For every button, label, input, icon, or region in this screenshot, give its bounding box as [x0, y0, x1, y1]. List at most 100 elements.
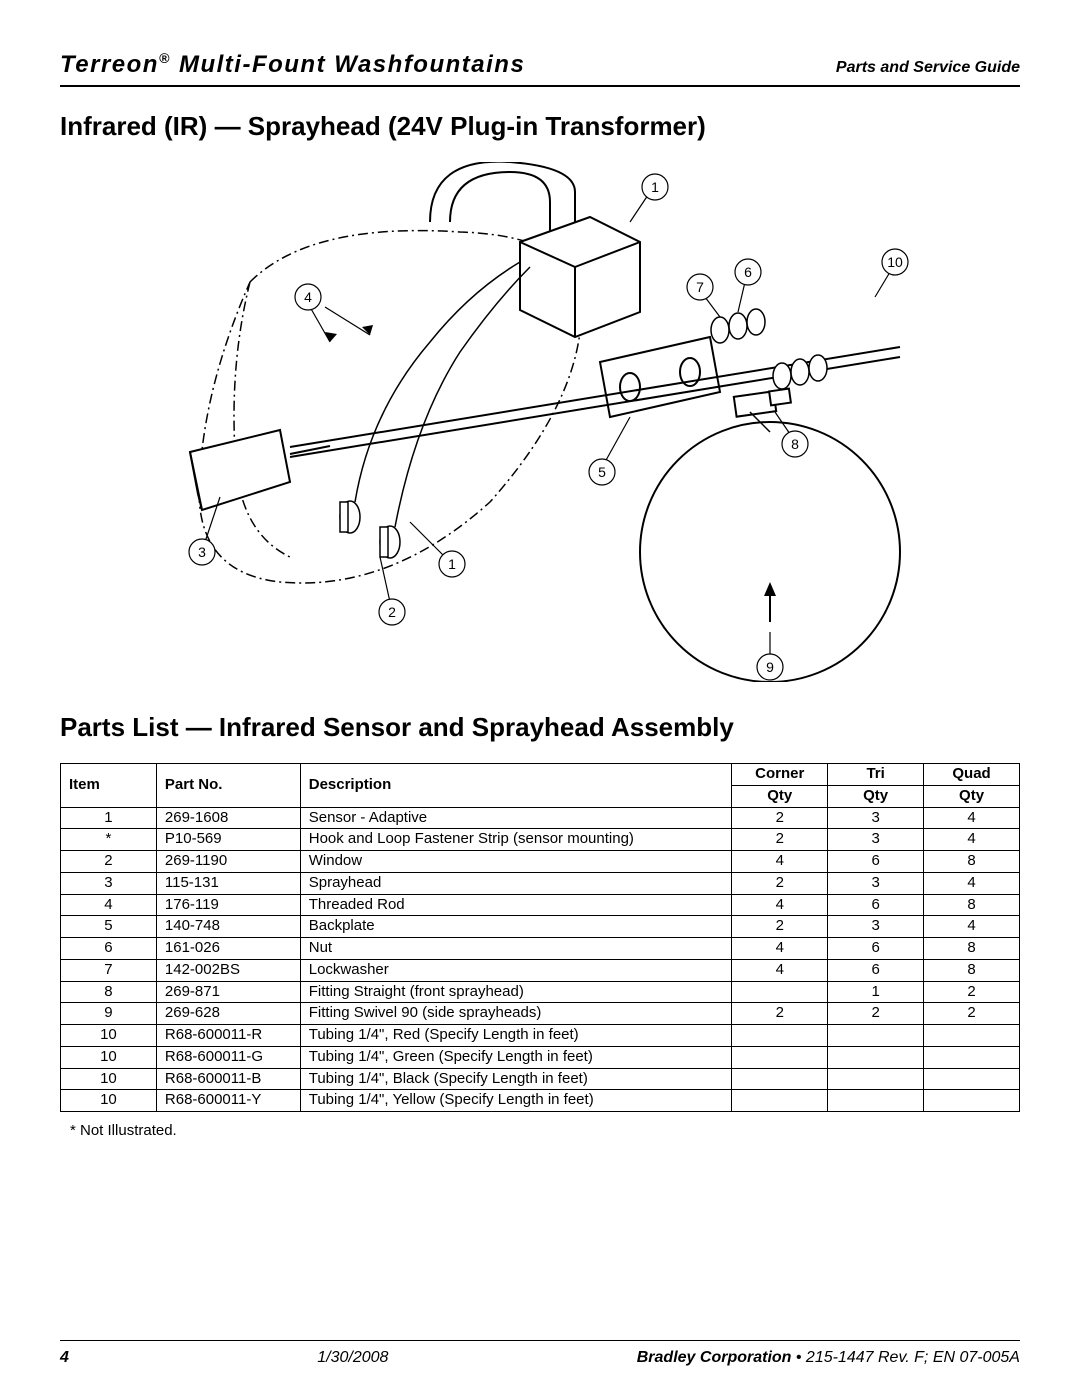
cell-desc: Threaded Rod	[300, 894, 732, 916]
cell-corner: 2	[732, 829, 828, 851]
cell-quad: 2	[924, 981, 1020, 1003]
cell-corner	[732, 981, 828, 1003]
header: Terreon® Multi-Fount Washfountains Parts…	[60, 50, 1020, 87]
diagram-svg: 1 10 6 7 4	[130, 162, 950, 682]
svg-text:6: 6	[744, 264, 752, 280]
cell-quad: 4	[924, 872, 1020, 894]
table-row: 7142-002BSLockwasher468	[61, 959, 1020, 981]
cell-quad: 8	[924, 851, 1020, 873]
header-product-title: Terreon® Multi-Fount Washfountains	[60, 50, 525, 79]
table-row: 4176-119Threaded Rod468	[61, 894, 1020, 916]
cell-part: R68-600011-R	[156, 1025, 300, 1047]
svg-text:2: 2	[388, 604, 396, 620]
cell-quad	[924, 1025, 1020, 1047]
cell-desc: Nut	[300, 938, 732, 960]
cell-quad: 4	[924, 829, 1020, 851]
registered-icon: ®	[159, 50, 171, 66]
header-product-suffix: Multi-Fount Washfountains	[171, 51, 526, 78]
cell-tri	[828, 1090, 924, 1112]
parts-table: Item Part No. Description Corner Tri Qua…	[60, 763, 1020, 1112]
cell-corner: 4	[732, 959, 828, 981]
table-row: *P10-569Hook and Loop Fastener Strip (se…	[61, 829, 1020, 851]
table-row: 10R68-600011-GTubing 1/4", Green (Specif…	[61, 1046, 1020, 1068]
cell-corner: 4	[732, 894, 828, 916]
exploded-diagram: 1 10 6 7 4	[60, 162, 1020, 682]
section-heading-parts-list: Parts List — Infrared Sensor and Sprayhe…	[60, 712, 1020, 743]
col-header-description: Description	[300, 764, 732, 808]
col-header-partno: Part No.	[156, 764, 300, 808]
col-group-tri: Tri	[828, 764, 924, 786]
cell-quad	[924, 1068, 1020, 1090]
cell-item: 10	[61, 1025, 157, 1047]
parts-table-head: Item Part No. Description Corner Tri Qua…	[61, 764, 1020, 808]
table-row: 10R68-600011-BTubing 1/4", Black (Specif…	[61, 1068, 1020, 1090]
cell-item: 5	[61, 916, 157, 938]
cell-part: R68-600011-B	[156, 1068, 300, 1090]
cell-tri	[828, 1025, 924, 1047]
cell-corner	[732, 1068, 828, 1090]
cell-desc: Fitting Swivel 90 (side sprayheads)	[300, 1003, 732, 1025]
cell-part: 269-628	[156, 1003, 300, 1025]
col-group-corner: Corner	[732, 764, 828, 786]
cell-corner: 2	[732, 1003, 828, 1025]
cell-tri: 3	[828, 916, 924, 938]
table-row: 1269-1608Sensor - Adaptive234	[61, 807, 1020, 829]
cell-desc: Tubing 1/4", Red (Specify Length in feet…	[300, 1025, 732, 1047]
cell-corner: 4	[732, 938, 828, 960]
cell-part: P10-569	[156, 829, 300, 851]
svg-text:9: 9	[766, 659, 774, 675]
cell-tri: 6	[828, 894, 924, 916]
cell-quad: 8	[924, 938, 1020, 960]
footer-page-number: 4	[60, 1349, 69, 1367]
cell-item: 10	[61, 1090, 157, 1112]
col-header-item: Item	[61, 764, 157, 808]
cell-quad: 4	[924, 807, 1020, 829]
table-row: 10R68-600011-RTubing 1/4", Red (Specify …	[61, 1025, 1020, 1047]
col-header-qty-quad: Qty	[924, 785, 1020, 807]
cell-tri: 6	[828, 851, 924, 873]
cell-item: 8	[61, 981, 157, 1003]
svg-text:7: 7	[696, 279, 704, 295]
footer-date: 1/30/2008	[317, 1349, 388, 1367]
cell-tri: 6	[828, 938, 924, 960]
cell-desc: Sensor - Adaptive	[300, 807, 732, 829]
cell-part: 176-119	[156, 894, 300, 916]
cell-corner: 2	[732, 916, 828, 938]
cell-tri: 3	[828, 829, 924, 851]
col-group-quad: Quad	[924, 764, 1020, 786]
cell-part: 161-026	[156, 938, 300, 960]
cell-corner: 4	[732, 851, 828, 873]
cell-corner	[732, 1025, 828, 1047]
cell-quad	[924, 1046, 1020, 1068]
cell-desc: Sprayhead	[300, 872, 732, 894]
cell-corner	[732, 1046, 828, 1068]
cell-item: 10	[61, 1068, 157, 1090]
footer: 4 1/30/2008 Bradley Corporation • 215-14…	[60, 1340, 1020, 1367]
cell-item: 10	[61, 1046, 157, 1068]
table-row: 9269-628Fitting Swivel 90 (side sprayhea…	[61, 1003, 1020, 1025]
cell-corner	[732, 1090, 828, 1112]
cell-item: 6	[61, 938, 157, 960]
cell-part: 269-1608	[156, 807, 300, 829]
cell-item: 9	[61, 1003, 157, 1025]
svg-text:8: 8	[791, 436, 799, 452]
table-row: 2269-1190Window468	[61, 851, 1020, 873]
cell-item: 1	[61, 807, 157, 829]
cell-item: 4	[61, 894, 157, 916]
section-heading-diagram: Infrared (IR) — Sprayhead (24V Plug-in T…	[60, 111, 1020, 142]
cell-desc: Hook and Loop Fastener Strip (sensor mou…	[300, 829, 732, 851]
table-row: 10R68-600011-YTubing 1/4", Yellow (Speci…	[61, 1090, 1020, 1112]
parts-table-body: 1269-1608Sensor - Adaptive234*P10-569Hoo…	[61, 807, 1020, 1112]
cell-item: 3	[61, 872, 157, 894]
cell-part: 115-131	[156, 872, 300, 894]
cell-quad: 8	[924, 894, 1020, 916]
svg-text:5: 5	[598, 464, 606, 480]
cell-part: 140-748	[156, 916, 300, 938]
page: Terreon® Multi-Fount Washfountains Parts…	[0, 0, 1080, 1397]
cell-tri: 3	[828, 807, 924, 829]
header-doc-type: Parts and Service Guide	[836, 59, 1020, 77]
cell-quad: 8	[924, 959, 1020, 981]
cell-part: 269-1190	[156, 851, 300, 873]
footer-company: Bradley Corporation	[637, 1349, 792, 1366]
col-header-qty-tri: Qty	[828, 785, 924, 807]
